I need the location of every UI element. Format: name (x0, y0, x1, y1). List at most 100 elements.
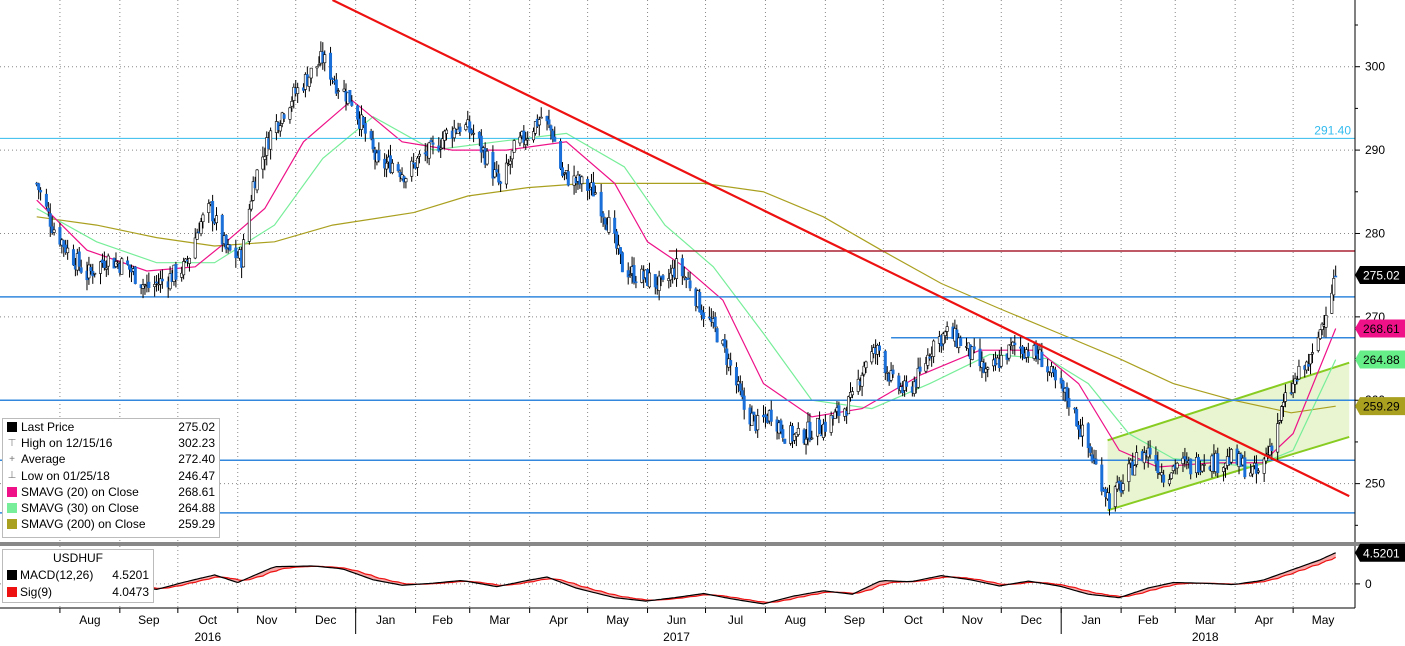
month-label: Jan (376, 613, 395, 627)
legend-row-sma30: SMAVG (30) on Close 264.88 (3, 500, 219, 516)
candle-body (1297, 365, 1301, 380)
candle-body (1046, 366, 1050, 373)
panel-divider (0, 542, 1405, 546)
candle-body (1067, 398, 1071, 408)
candle-body (512, 140, 516, 153)
candle-body (199, 221, 203, 235)
month-label: Nov (256, 613, 277, 627)
candle-body (928, 356, 932, 359)
candle-body (1162, 474, 1166, 483)
candle-body (1075, 409, 1079, 427)
price-tick-label: 280 (1365, 226, 1385, 240)
legend-value: 302.23 (178, 436, 215, 451)
candle-body (87, 264, 91, 279)
candle-body (763, 414, 767, 418)
candle-body (309, 67, 313, 79)
candle-body (752, 411, 756, 415)
candle-body (1229, 449, 1233, 463)
candle-body (522, 130, 526, 143)
macd-tick-label: 0 (1365, 577, 1372, 591)
legend-value: 4.0473 (112, 584, 149, 599)
candle-body (147, 281, 151, 288)
candle-body (278, 125, 282, 132)
candle-body (945, 326, 949, 332)
legend-swatch-sma30 (7, 503, 17, 514)
macd-legend-title: USDHUF (53, 551, 103, 565)
candle-body (1307, 364, 1311, 367)
candle-body (363, 122, 367, 134)
candle-body (493, 169, 497, 178)
candle-body (102, 260, 106, 268)
candle-body (618, 247, 622, 255)
month-label: Mar (1195, 613, 1216, 627)
candle-body (559, 140, 563, 169)
price-legend: Last Price 275.02 ⊤ High on 12/15/16 302… (2, 418, 220, 538)
candle-body (1243, 457, 1247, 478)
candle-body (429, 140, 433, 143)
legend-row-high: ⊤ High on 12/15/16 302.23 (3, 435, 219, 451)
candle-body (978, 348, 982, 367)
candle-body (599, 191, 603, 217)
candle-body (657, 275, 661, 291)
candle-body (1156, 460, 1160, 473)
month-label: Nov (962, 613, 983, 627)
candle-body (126, 260, 130, 265)
candle-body (723, 339, 727, 348)
candle-body (431, 142, 435, 145)
month-label: Mar (489, 613, 510, 627)
candle-body (553, 136, 557, 142)
month-label: Apr (1255, 613, 1274, 627)
candle-body (1094, 458, 1098, 465)
candle-body (174, 264, 178, 280)
candle-body (468, 121, 472, 133)
high-marker-icon: ⊤ (7, 437, 17, 449)
candle-body (802, 429, 806, 444)
candle-body (1167, 479, 1171, 485)
candle-body (369, 131, 373, 139)
candle-body (62, 240, 66, 248)
month-label: Jan (1081, 613, 1100, 627)
candle-body (350, 101, 354, 106)
candle-body (417, 153, 421, 157)
macd-line (36, 552, 1336, 605)
candle-body (675, 258, 679, 279)
candle-body (1169, 472, 1173, 479)
month-label: Aug (79, 613, 100, 627)
candle-body (970, 346, 974, 360)
panel-divider-bar (0, 542, 1405, 546)
candle-body (750, 412, 754, 427)
candle-body (1293, 378, 1297, 385)
candle-body (1270, 445, 1274, 451)
candle-body (1222, 467, 1226, 472)
candle-body (740, 390, 744, 397)
candle-body (837, 405, 841, 416)
candle-body (1281, 401, 1285, 407)
candle-body (71, 249, 75, 266)
candle-body (860, 374, 864, 387)
candle-body (1310, 352, 1314, 355)
legend-label: Sig(9) (20, 584, 53, 599)
month-label: Jul (728, 613, 743, 627)
candle-body (214, 215, 218, 224)
candle-body (1121, 483, 1125, 491)
candle-body (336, 90, 340, 92)
candle-body (445, 129, 449, 134)
candle-body (593, 192, 597, 195)
candle-body (781, 429, 785, 438)
legend-label: SMAVG (200) on Close (21, 517, 146, 532)
candle-body (707, 316, 711, 319)
candle-body (626, 270, 630, 278)
candle-body (1289, 392, 1293, 394)
candle-body (182, 261, 186, 276)
candle-body (1100, 464, 1104, 492)
legend-label: High on 12/15/16 (21, 436, 113, 451)
candle-body (1291, 383, 1295, 393)
price-tick-label: 300 (1365, 60, 1385, 74)
candle-body (79, 267, 83, 273)
candle-body (829, 415, 833, 433)
macd-price-tag (1355, 543, 1405, 562)
candle-body (1026, 351, 1030, 357)
candle-body (263, 156, 267, 160)
candle-body (1053, 369, 1057, 381)
candle-body (104, 267, 108, 270)
